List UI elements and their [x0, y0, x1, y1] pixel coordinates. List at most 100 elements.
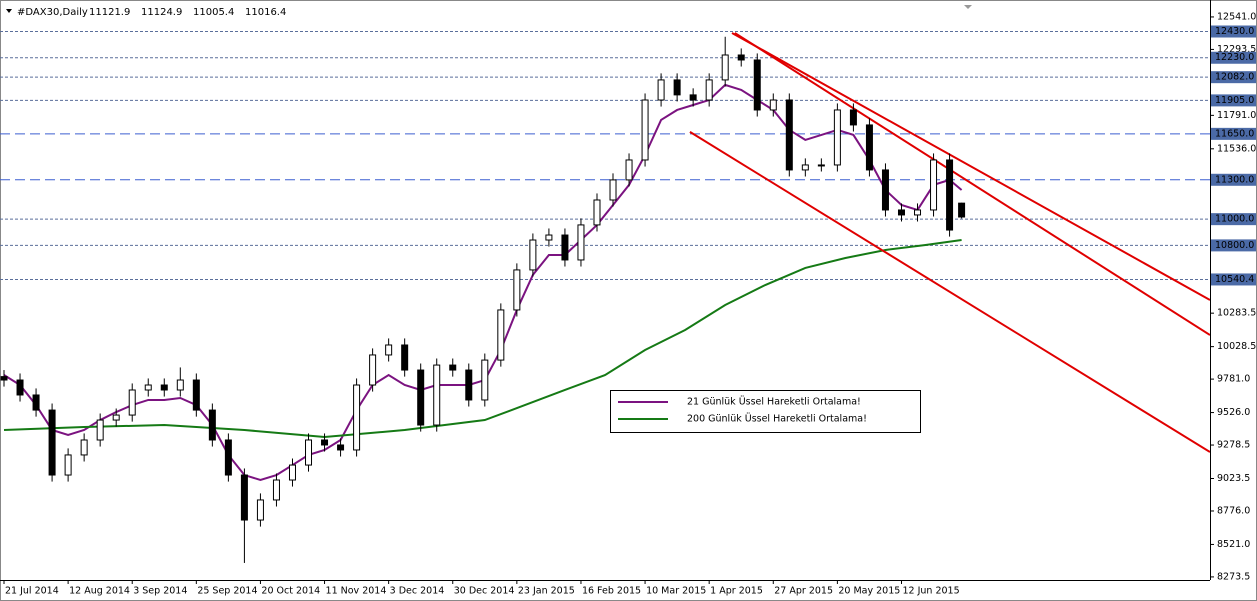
candle-body [545, 234, 553, 241]
ohlc-close: 11016.4 [245, 7, 286, 18]
plot-area [0, 31, 1210, 563]
candle-body [593, 199, 601, 226]
candle-body [369, 354, 377, 386]
candle-body [449, 364, 457, 371]
symbol-title: #DAX30,Daily [17, 7, 88, 18]
candle-body [914, 209, 922, 216]
candle-body [192, 379, 200, 411]
y-tick-label: 9526.0 [1217, 407, 1250, 418]
level-label-bg [1211, 127, 1256, 140]
trend-line [734, 32, 1210, 336]
candle-body [144, 384, 152, 391]
candle-body [657, 79, 665, 101]
candle-body [897, 209, 905, 216]
candle-body [417, 369, 425, 426]
candle-body [305, 439, 313, 466]
level-label-bg [1211, 25, 1256, 38]
candle-body [609, 179, 617, 201]
candle-body [465, 369, 473, 401]
candle-body [240, 474, 248, 521]
y-tick-label: 10028.5 [1217, 341, 1256, 352]
candle-body [673, 79, 681, 96]
candle-body [32, 394, 40, 411]
x-tick-label: 10 Mar 2015 [646, 586, 706, 597]
level-label-bg [1211, 173, 1256, 186]
legend-label: 21 Günlük Üssel Hareketli Ortalama! [687, 397, 861, 408]
candle-body [321, 439, 329, 446]
candle-body [497, 309, 505, 361]
legend: 21 Günlük Üssel Hareketli Ortalama! 200 G… [610, 390, 921, 433]
level-label-bg [1211, 213, 1256, 226]
candle-body [529, 239, 537, 271]
x-tick-label: 25 Sep 2014 [197, 586, 257, 597]
x-tick-label: 20 Oct 2014 [261, 586, 320, 597]
y-tick-label: 9781.0 [1217, 374, 1250, 385]
moving-average-line [3, 239, 962, 438]
x-tick-label: 12 Aug 2014 [69, 586, 130, 597]
candle-body [849, 109, 857, 126]
candle-body [513, 269, 521, 311]
candle-body [16, 379, 24, 396]
level-label: 11650.0 [1215, 128, 1254, 139]
candle-body [705, 79, 713, 101]
level-label: 12082.0 [1215, 72, 1254, 83]
x-tick-label: 27 Apr 2015 [774, 586, 833, 597]
candle-body [641, 99, 649, 161]
y-tick-label: 10283.5 [1217, 308, 1256, 319]
level-label: 11905.0 [1215, 95, 1254, 106]
ohlc-low: 11005.4 [193, 7, 234, 18]
candle-body [96, 419, 104, 441]
legend-box [610, 390, 921, 433]
x-tick-label: 1 Apr 2015 [710, 586, 763, 597]
ohlc-high: 11124.9 [141, 7, 182, 18]
candle-body [753, 59, 761, 111]
y-tick-label: 12293.5 [1217, 44, 1256, 55]
candle-body [625, 159, 633, 181]
level-label: 11000.0 [1215, 214, 1254, 225]
y-tick-label: 11791.0 [1217, 110, 1256, 121]
x-tick-label: 3 Dec 2014 [390, 586, 445, 597]
candle-body [0, 376, 8, 381]
x-tick-label: 20 May 2015 [838, 586, 900, 597]
candle-body [817, 164, 825, 167]
y-tick-label: 9278.5 [1217, 440, 1250, 451]
level-label: 11300.0 [1215, 174, 1254, 185]
candle-body [337, 444, 345, 451]
x-tick-label: 30 Dec 2014 [454, 586, 515, 597]
level-label: 12230.0 [1215, 52, 1254, 63]
y-tick-label: 12541.0 [1217, 11, 1256, 22]
menu-arrow[interactable] [6, 9, 12, 13]
candle-body [48, 409, 56, 476]
level-label: 10800.0 [1215, 240, 1254, 251]
candle-body [721, 54, 729, 81]
candle-body [881, 169, 889, 211]
shift-marker[interactable] [964, 5, 972, 9]
candle-body [208, 409, 216, 441]
candle-body [256, 499, 264, 521]
level-label-bg [1211, 239, 1256, 252]
level-label: 12430.0 [1215, 26, 1254, 37]
level-label-bg [1211, 94, 1256, 107]
candle-body [176, 379, 184, 391]
level-label-bg [1211, 71, 1256, 84]
candle-body [353, 384, 361, 451]
x-tick-label: 23 Jan 2015 [518, 586, 575, 597]
candle-body [958, 202, 966, 218]
candle-body [769, 99, 777, 111]
candle-body [946, 159, 954, 231]
x-tick-label: 11 Nov 2014 [326, 586, 387, 597]
trend-line [689, 131, 1210, 453]
candle-body [112, 414, 120, 421]
legend-label: 200 Günlük Üssel Hareketli Ortalama! [687, 414, 867, 425]
x-tick-label: 21 Jul 2014 [5, 586, 59, 597]
candle-body [224, 439, 232, 476]
candle-body [401, 344, 409, 371]
y-tick-label: 8776.0 [1217, 505, 1250, 516]
x-tick-label: 12 Jun 2015 [902, 586, 959, 597]
x-tick-label: 3 Sep 2014 [133, 586, 187, 597]
candle-body [801, 164, 809, 171]
y-tick-label: 8273.5 [1217, 571, 1250, 582]
candle-body [80, 439, 88, 456]
